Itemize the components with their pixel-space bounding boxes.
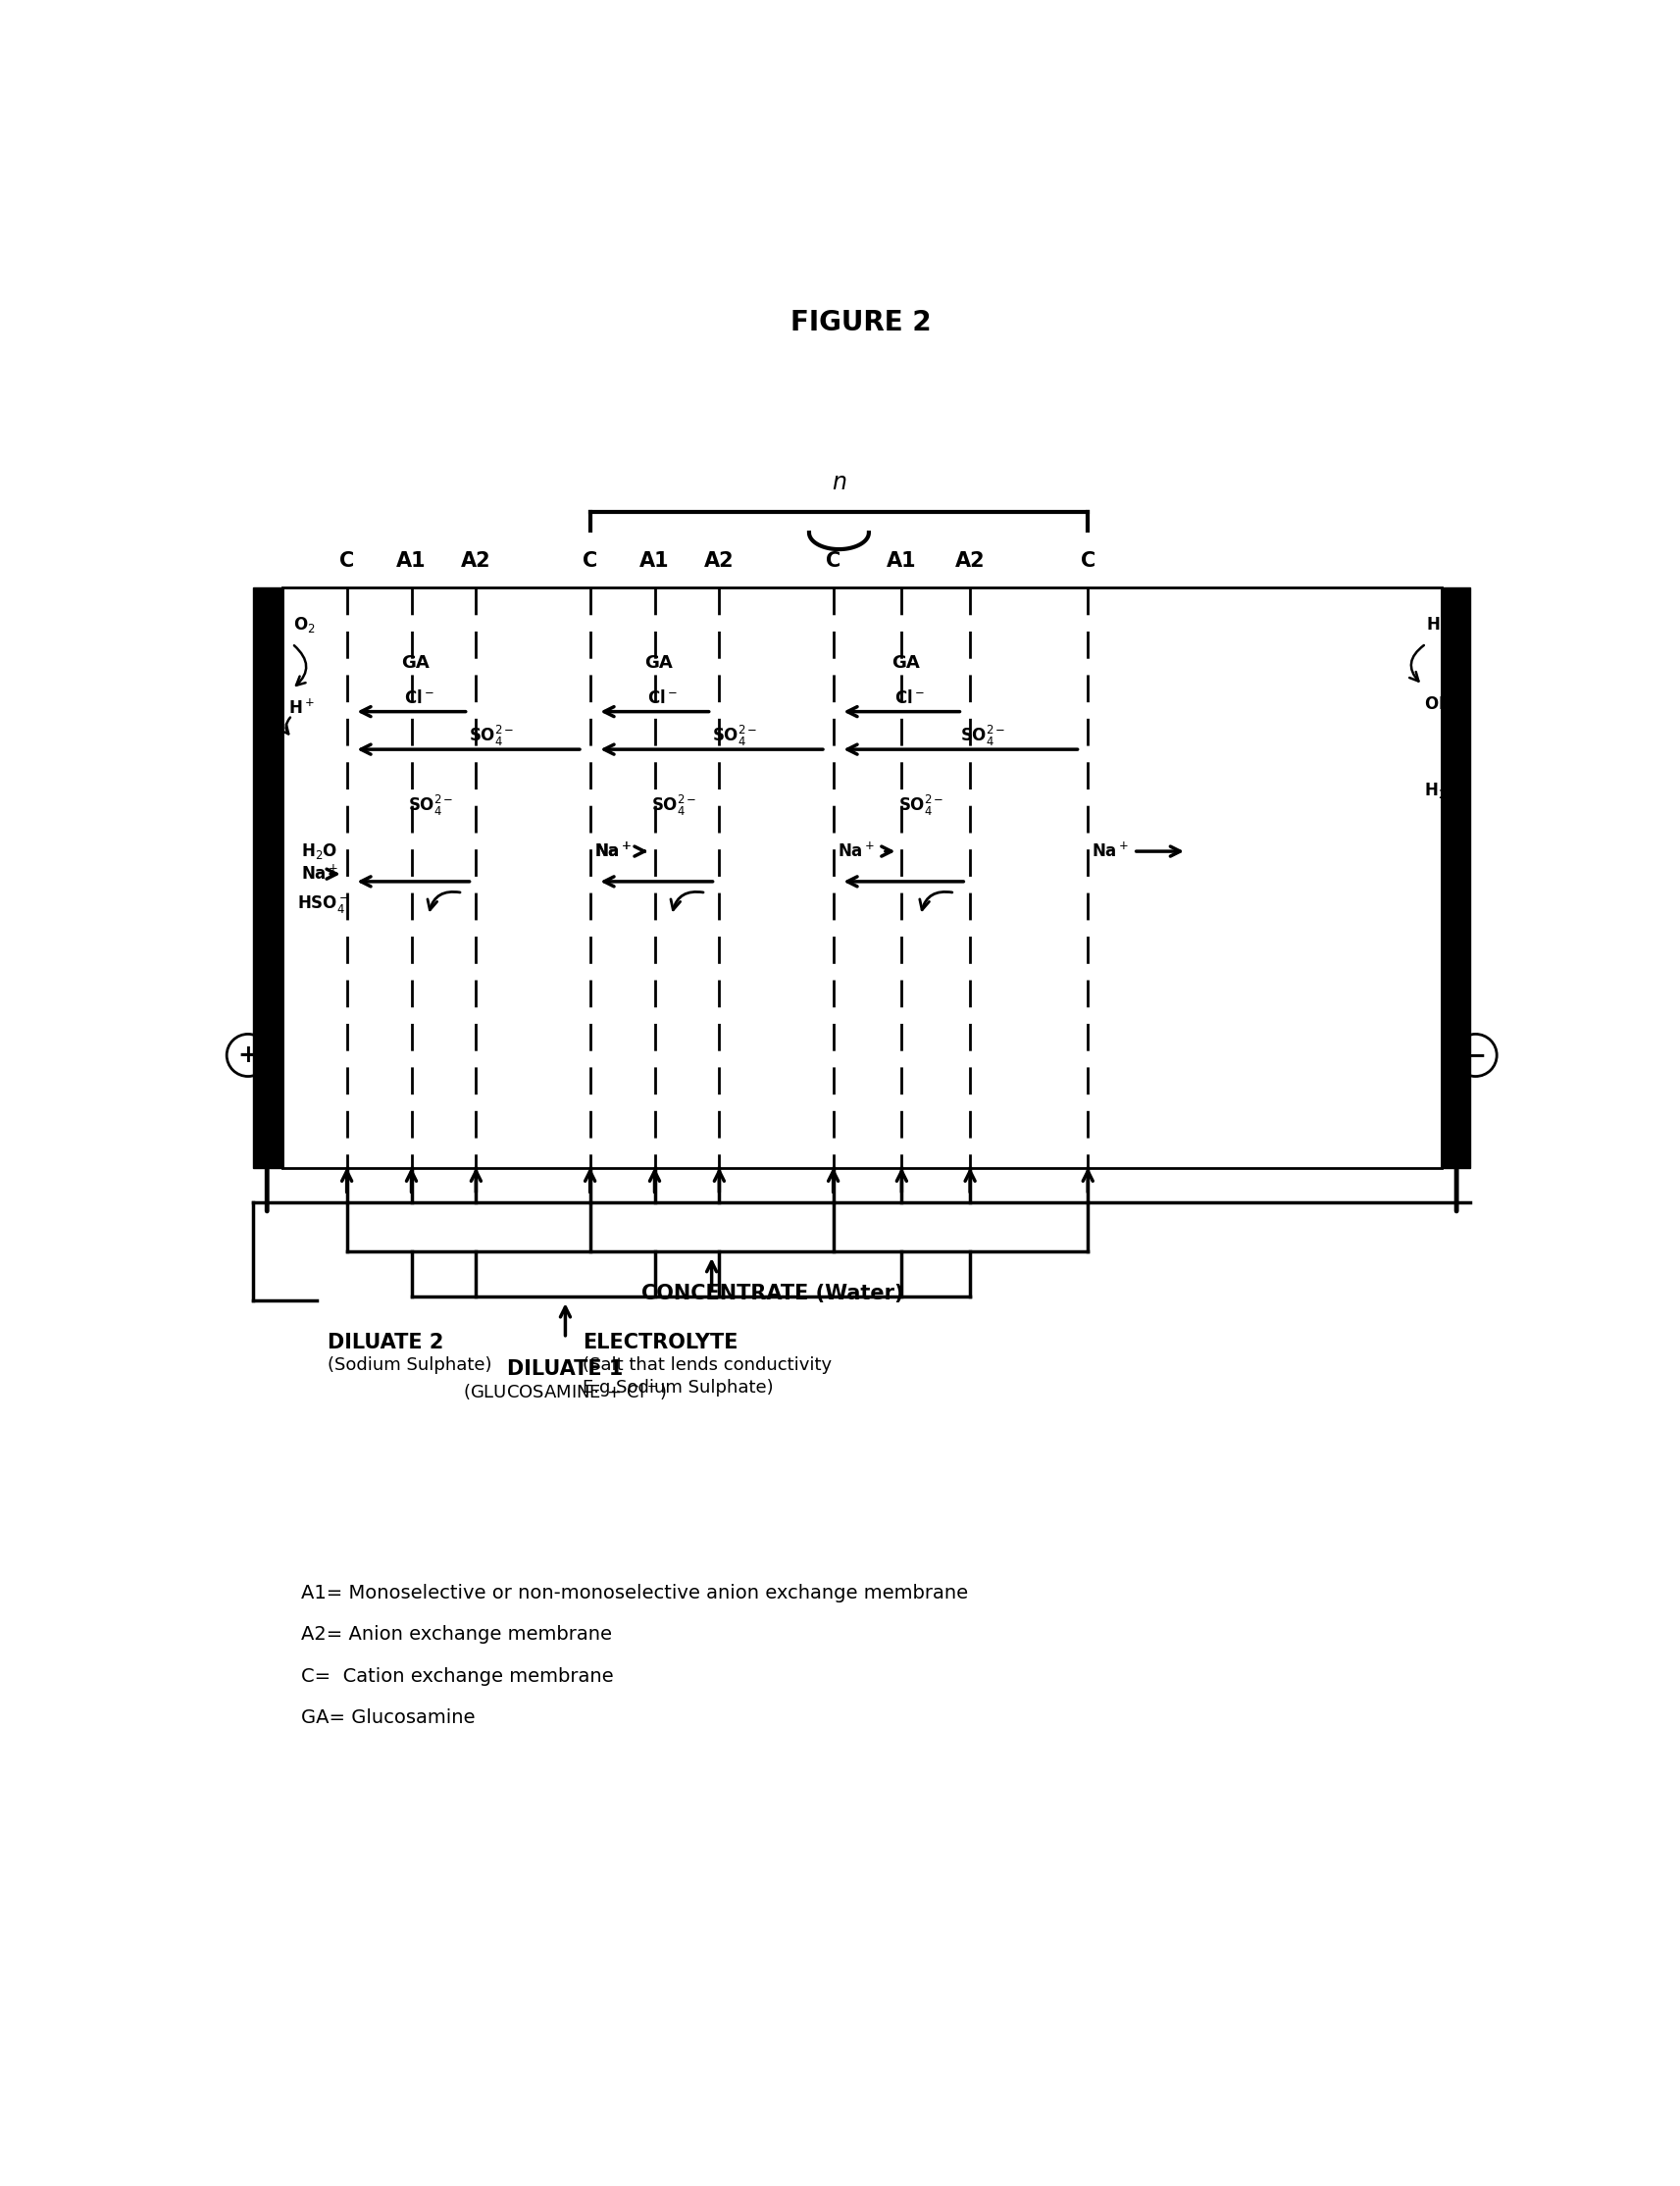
Text: Na$^+$: Na$^+$ bbox=[301, 863, 339, 883]
Text: A1= Monoselective or non-monoselective anion exchange membrane: A1= Monoselective or non-monoselective a… bbox=[301, 1585, 968, 1602]
Text: Na$^+$: Na$^+$ bbox=[595, 842, 632, 861]
Text: GA= Glucosamine: GA= Glucosamine bbox=[301, 1709, 475, 1727]
Text: A2: A2 bbox=[460, 551, 491, 571]
Text: SO$_4^{2-}$: SO$_4^{2-}$ bbox=[408, 794, 454, 818]
Text: ELECTROLYTE: ELECTROLYTE bbox=[583, 1333, 738, 1351]
Text: (Sodium Sulphate): (Sodium Sulphate) bbox=[328, 1355, 492, 1373]
Text: A2: A2 bbox=[954, 551, 984, 571]
Text: −: − bbox=[1465, 1043, 1485, 1067]
Text: H$_2$: H$_2$ bbox=[1426, 614, 1448, 634]
Text: H$_2$O: H$_2$O bbox=[301, 842, 338, 861]
Text: O$_2$: O$_2$ bbox=[294, 614, 316, 634]
Text: C: C bbox=[827, 551, 840, 571]
Text: A1: A1 bbox=[887, 551, 917, 571]
Bar bbox=[254, 588, 282, 1170]
Text: GA: GA bbox=[645, 654, 672, 671]
Text: Cl$^-$: Cl$^-$ bbox=[647, 689, 677, 706]
Text: SO$_4^{2-}$: SO$_4^{2-}$ bbox=[897, 794, 944, 818]
Text: HSO$_4^-$: HSO$_4^-$ bbox=[297, 894, 349, 916]
Bar bbox=[282, 588, 1441, 1170]
Text: A1: A1 bbox=[640, 551, 670, 571]
Text: Na$^+$: Na$^+$ bbox=[1092, 842, 1129, 861]
Text: SO$_4^{2-}$: SO$_4^{2-}$ bbox=[469, 724, 514, 748]
Text: C: C bbox=[583, 551, 598, 571]
Text: Cl$^-$: Cl$^-$ bbox=[894, 689, 924, 706]
Text: E.g.Sodium Sulphate): E.g.Sodium Sulphate) bbox=[583, 1379, 773, 1397]
Text: A2: A2 bbox=[704, 551, 734, 571]
Text: CONCENTRATE (Water): CONCENTRATE (Water) bbox=[642, 1283, 904, 1303]
Text: GA: GA bbox=[892, 654, 919, 671]
Text: DILUATE 2: DILUATE 2 bbox=[328, 1333, 444, 1351]
Text: FIGURE 2: FIGURE 2 bbox=[790, 308, 931, 337]
Text: C=  Cation exchange membrane: C= Cation exchange membrane bbox=[301, 1668, 613, 1685]
Text: DILUATE 1: DILUATE 1 bbox=[507, 1360, 623, 1379]
Text: +: + bbox=[239, 1043, 259, 1067]
Text: Na$^+$: Na$^+$ bbox=[595, 842, 632, 861]
Text: SO$_4^{2-}$: SO$_4^{2-}$ bbox=[961, 724, 1006, 748]
Text: SO$_4^{2-}$: SO$_4^{2-}$ bbox=[712, 724, 758, 748]
Text: SO$_4^{2-}$: SO$_4^{2-}$ bbox=[650, 794, 697, 818]
Text: Na$^+$: Na$^+$ bbox=[837, 842, 875, 861]
Text: A1: A1 bbox=[396, 551, 427, 571]
Text: C: C bbox=[1080, 551, 1095, 571]
Text: GA: GA bbox=[402, 654, 430, 671]
Text: Cl$^-$: Cl$^-$ bbox=[403, 689, 433, 706]
Bar bbox=[1441, 588, 1470, 1170]
Text: n: n bbox=[832, 470, 847, 494]
Text: H$_2$O: H$_2$O bbox=[1425, 780, 1460, 800]
Text: OH$^-$: OH$^-$ bbox=[1425, 695, 1463, 713]
Text: C: C bbox=[339, 551, 354, 571]
Text: H$^+$: H$^+$ bbox=[289, 697, 314, 717]
Text: (Salt that lends conductivity: (Salt that lends conductivity bbox=[583, 1355, 832, 1373]
Text: (GLUCOSAMINE + Cl$^-$): (GLUCOSAMINE + Cl$^-$) bbox=[464, 1382, 667, 1401]
Text: A2= Anion exchange membrane: A2= Anion exchange membrane bbox=[301, 1626, 612, 1644]
